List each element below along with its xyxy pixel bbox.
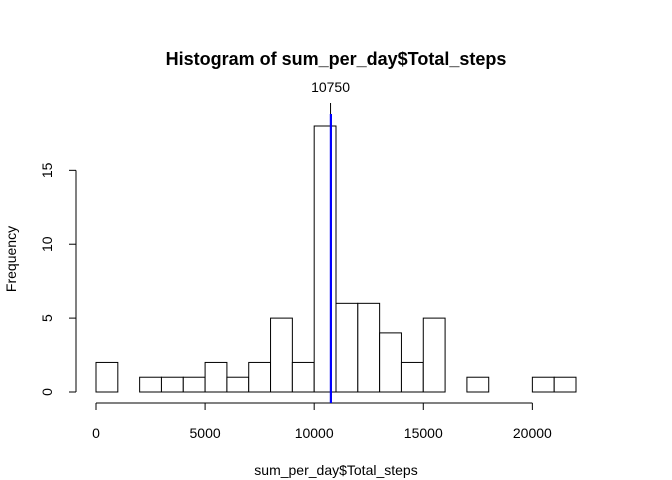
histogram-bar-11 <box>335 302 359 393</box>
y-tick-label-2: 10 <box>39 236 55 252</box>
y-tick-label-0: 0 <box>39 388 55 396</box>
histogram-bar-21 <box>553 376 577 393</box>
reference-lines: 10750 <box>311 79 350 403</box>
bars-group <box>95 125 577 393</box>
histogram-bar-14 <box>400 361 424 393</box>
histogram-bar-8 <box>270 317 293 393</box>
chart-title: Histogram of sum_per_day$Total_steps <box>166 49 507 69</box>
histogram-bar-9 <box>291 361 315 393</box>
histogram-bar-5 <box>204 361 228 393</box>
histogram-bar-20 <box>531 376 555 393</box>
histogram-bar-17 <box>466 376 490 393</box>
x-tick-label-4: 20000 <box>513 425 552 441</box>
y-tick-label-1: 5 <box>39 314 55 322</box>
y-tick-label-3: 15 <box>39 162 55 178</box>
histogram-bar-6 <box>226 376 250 393</box>
histogram-bar-3 <box>160 376 184 393</box>
histogram-bar-13 <box>379 332 402 393</box>
histogram-bar-0 <box>95 361 119 393</box>
x-tick-label-1: 5000 <box>190 425 221 441</box>
y-axis-label: Frequency <box>3 226 19 292</box>
histogram-bar-2 <box>139 376 162 393</box>
histogram-bar-15 <box>422 317 446 393</box>
y-axis: 0 5 10 15 <box>39 162 77 396</box>
histogram-bar-10 <box>313 125 337 393</box>
histogram-bar-12 <box>357 302 381 393</box>
x-tick-label-2: 10000 <box>295 425 334 441</box>
reference-line-label-0: 10750 <box>311 79 350 95</box>
histogram-bar-7 <box>248 361 272 393</box>
x-axis: 0 5000 10000 15000 20000 <box>92 402 552 441</box>
x-axis-label: sum_per_day$Total_steps <box>254 462 417 478</box>
histogram-bar-4 <box>182 376 206 393</box>
x-tick-label-0: 0 <box>92 425 100 441</box>
x-tick-label-3: 15000 <box>404 425 443 441</box>
